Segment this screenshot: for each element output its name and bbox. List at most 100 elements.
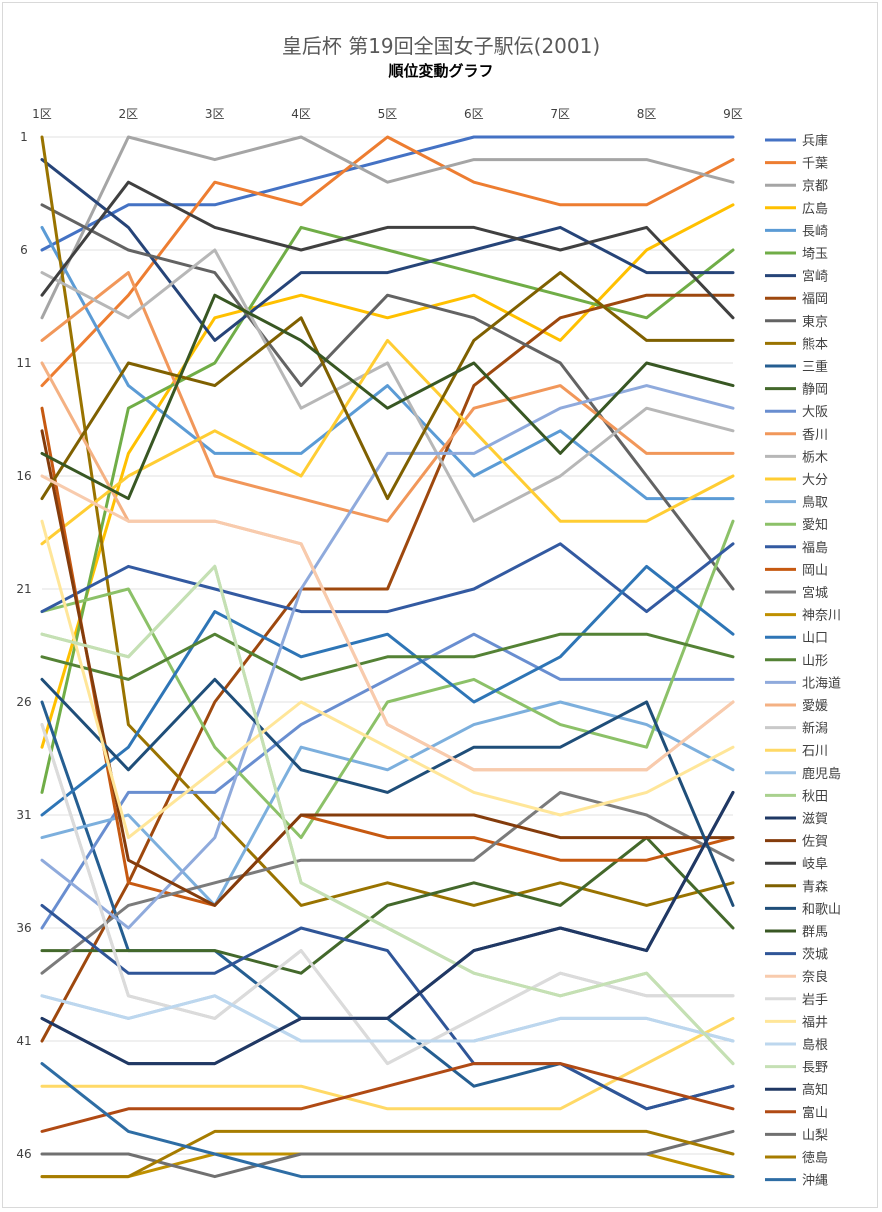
y-tick-label: 36 [16,921,31,935]
series-line-31 [40,429,735,907]
x-tick-label: 5区 [378,107,398,121]
legend-label: 千葉 [802,157,828,172]
legend-label: 三重 [802,359,828,375]
legend-label: 岩手 [802,993,828,1008]
legend-label: 愛知 [802,517,828,533]
legend-label: 奈良 [802,969,828,985]
x-tick-label: 3区 [205,107,225,121]
legend: 兵庫千葉京都広島長崎埼玉宮崎福岡東京熊本三重静岡大阪香川栃木大分鳥取愛知福島岡山… [765,134,841,1189]
series-line-6 [40,158,735,342]
series-line-36 [40,903,735,1111]
legend-label: 宮城 [802,585,828,601]
series-line-16 [40,700,735,907]
legend-label: 長野 [802,1061,828,1076]
legend-label: 栃木 [802,450,828,465]
legend-label: 長崎 [802,224,828,239]
y-tick-label: 11 [16,356,31,370]
legend-label: 秋田 [802,789,828,804]
legend-label: 滋賀 [802,812,828,827]
legend-label: 富山 [802,1105,828,1121]
series-line-37 [40,474,735,772]
series-line-43 [40,1062,735,1133]
legend-label: 宮崎 [802,269,828,285]
y-tick-label: 16 [16,469,31,483]
series-line-32 [40,180,735,320]
x-tick-label: 1区 [32,107,52,121]
series-line-23 [40,632,735,681]
legend-label: 大阪 [802,405,828,420]
chart-subtitle: 順位変動グラフ [388,62,494,80]
series-line-41 [40,564,735,1066]
legend-label: 京都 [802,179,828,194]
series-line-8 [40,203,735,591]
legend-label: 愛媛 [802,699,828,714]
x-tick-label: 2区 [119,107,139,121]
legend-label: 茨城 [802,948,828,963]
legend-label: 神奈川 [802,609,841,624]
series-line-15 [40,338,735,546]
series-line-19 [40,406,735,907]
y-tick-label: 1 [20,130,28,144]
x-tick-label: 8区 [637,107,657,121]
series-line-9 [40,135,735,907]
legend-label: 福岡 [802,292,828,307]
legend-label: 鹿児島 [802,766,841,782]
legend-label: 山梨 [802,1128,828,1143]
legend-label: 兵庫 [802,134,828,149]
series-line-2 [40,135,735,320]
legend-label: 新潟 [802,721,828,737]
legend-label: 北海道 [802,676,841,691]
legend-label: 福島 [802,541,828,556]
series-line-5 [40,225,735,794]
legend-label: 広島 [802,202,828,217]
x-tick-label: 4区 [291,107,311,121]
legend-label: 山口 [802,631,828,646]
series-line-46 [40,1062,735,1179]
series-line-39 [40,519,735,840]
y-tick-label: 21 [16,582,31,596]
legend-label: 群馬 [802,925,828,940]
legend-label: 静岡 [802,383,828,398]
x-axis-ticks: 1区 2区 3区 4区 5区 6区 7区 8区 9区 [32,107,743,121]
legend-label: 福井 [802,1015,828,1030]
legend-label: 徳島 [802,1151,828,1166]
series-line-12 [40,632,735,930]
series-line-33 [40,271,735,501]
series-line-17 [40,519,735,840]
x-tick-label: 9区 [723,107,743,121]
legend-label: 岡山 [802,563,828,578]
y-tick-label: 26 [16,695,31,709]
legend-label: 香川 [802,428,828,443]
series-line-14 [40,248,735,523]
legend-label: 青森 [802,880,828,895]
y-tick-label: 41 [16,1034,31,1048]
legend-label: 岐阜 [802,856,828,872]
legend-label: 沖縄 [802,1174,828,1189]
legend-label: 埼玉 [802,247,828,262]
series-line-18 [40,542,735,614]
series-line-42 [40,790,735,1066]
series-line-35 [40,293,735,501]
legend-label: 石川 [802,744,828,759]
y-tick-label: 31 [16,808,31,822]
x-tick-label: 6区 [464,107,484,121]
series-line-45 [40,1129,735,1179]
series-line-22 [40,564,735,817]
legend-label: 和歌山 [802,902,841,917]
series-line-0 [40,135,735,252]
legend-label: 東京 [802,314,828,330]
legend-label: 高知 [802,1082,828,1098]
series-line-4 [40,225,735,501]
chart-title: 皇后杯 第19回全国女子駅伝(2001) [281,34,601,58]
x-tick-label: 7区 [550,107,570,121]
legend-label: 大分 [802,473,828,488]
series-line-7 [40,293,735,1043]
series-line-40 [40,994,735,1043]
legend-label: 熊本 [802,336,828,352]
series-lines [40,135,735,1179]
legend-label: 島根 [802,1038,828,1053]
legend-label: 山形 [802,654,828,669]
legend-label: 佐賀 [802,835,828,850]
